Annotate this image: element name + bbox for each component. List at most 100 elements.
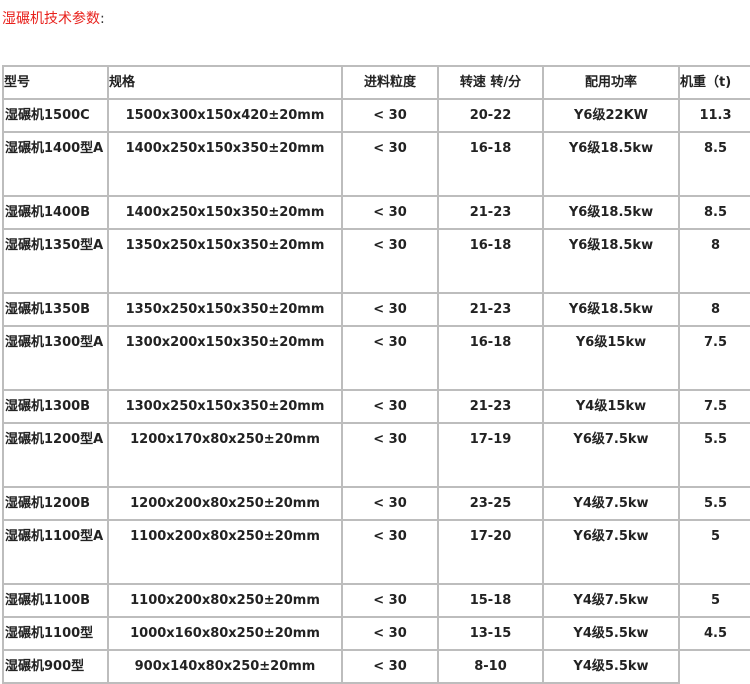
- power-cell: Y4级5.5kw: [542, 649, 680, 684]
- feed-cell: < 30: [341, 583, 439, 618]
- spec-cell: 1400x250x150x350±20mm: [107, 131, 343, 197]
- speed-cell: 16-18: [437, 228, 544, 294]
- power-cell: Y6级18.5kw: [542, 195, 680, 230]
- spec-cell: 1300x250x150x350±20mm: [107, 389, 343, 424]
- speed-cell: 8-10: [437, 649, 544, 684]
- weight-cell: 4.5: [678, 616, 750, 651]
- speed-cell: 16-18: [437, 131, 544, 197]
- table-row: 湿碾机1300B 1300x250x150x350±20mm < 30 21-23 Y4…: [2, 389, 750, 424]
- power-cell: Y4级7.5kw: [542, 486, 680, 521]
- table-row: 湿碾机1350型A 1350x250x150x350±20mm < 30 16-18 Y…: [2, 228, 750, 294]
- spec-cell: 1000x160x80x250±20mm: [107, 616, 343, 651]
- header-power: 配用功率: [542, 65, 680, 100]
- weight-cell: 7.5: [678, 389, 750, 424]
- model-cell: 湿碾机1100型: [2, 616, 109, 651]
- weight-cell: 5.5: [678, 486, 750, 521]
- speed-cell: 16-18: [437, 325, 544, 391]
- speed-cell: 23-25: [437, 486, 544, 521]
- table-row: 湿碾机900型 900x140x80x250±20mm < 30 8-10 Y4级5.5…: [2, 649, 750, 684]
- feed-cell: < 30: [341, 519, 439, 585]
- speed-cell: 20-22: [437, 98, 544, 133]
- feed-cell: < 30: [341, 292, 439, 327]
- power-cell: Y6级18.5kw: [542, 131, 680, 197]
- feed-cell: < 30: [341, 649, 439, 684]
- model-cell: 湿碾机1500C: [2, 98, 109, 133]
- feed-cell: < 30: [341, 422, 439, 488]
- model-cell: 湿碾机1200B: [2, 486, 109, 521]
- feed-cell: < 30: [341, 228, 439, 294]
- feed-cell: < 30: [341, 195, 439, 230]
- model-cell: 湿碾机1100型A: [2, 519, 109, 585]
- speed-cell: 21-23: [437, 389, 544, 424]
- weight-cell: 5: [678, 519, 750, 585]
- table-row: 湿碾机1350B 1350x250x150x350±20mm < 30 21-23 Y6…: [2, 292, 750, 327]
- header-weight: 机重（t): [678, 65, 750, 100]
- power-cell: Y6级15kw: [542, 325, 680, 391]
- weight-cell: 8: [678, 292, 750, 327]
- power-cell: Y6级7.5kw: [542, 422, 680, 488]
- model-cell: 湿碾机1100B: [2, 583, 109, 618]
- table-header-row: 型号 规格 进料粒度 转速 转/分 配用功率 机重（t): [2, 65, 750, 100]
- spec-cell: 1200x170x80x250±20mm: [107, 422, 343, 488]
- title-text: 湿碾机技术参数: [2, 11, 100, 27]
- power-cell: Y6级7.5kw: [542, 519, 680, 585]
- model-cell: 湿碾机1300型A: [2, 325, 109, 391]
- table-row: 湿碾机1100型A 1100x200x80x250±20mm < 30 17-20 Y6…: [2, 519, 750, 585]
- spec-table: 型号 规格 进料粒度 转速 转/分 配用功率 机重（t) 湿碾机1500C 150…: [2, 65, 750, 684]
- spec-cell: 1350x250x150x350±20mm: [107, 292, 343, 327]
- weight-cell: 8: [678, 228, 750, 294]
- weight-cell: 8.5: [678, 195, 750, 230]
- model-cell: 湿碾机1200型A: [2, 422, 109, 488]
- spec-cell: 1500x300x150x420±20mm: [107, 98, 343, 133]
- spec-cell: 900x140x80x250±20mm: [107, 649, 343, 684]
- weight-cell: [678, 649, 750, 683]
- title-colon: :: [100, 11, 105, 27]
- table-row: 湿碾机1200B 1200x200x80x250±20mm < 30 23-25 Y4级…: [2, 486, 750, 521]
- speed-cell: 21-23: [437, 292, 544, 327]
- table-row: 湿碾机1400B 1400x250x150x350±20mm < 30 21-23 Y6…: [2, 195, 750, 230]
- weight-cell: 5: [678, 583, 750, 618]
- table-row: 湿碾机1500C 1500x300x150x420±20mm < 30 20-22 Y6…: [2, 98, 750, 133]
- feed-cell: < 30: [341, 98, 439, 133]
- model-cell: 湿碾机1400型A: [2, 131, 109, 197]
- spec-cell: 1400x250x150x350±20mm: [107, 195, 343, 230]
- page-title: 湿碾机技术参数:: [2, 8, 105, 28]
- feed-cell: < 30: [341, 616, 439, 651]
- table-row: 湿碾机1100B 1100x200x80x250±20mm < 30 15-18 Y4级…: [2, 583, 750, 618]
- weight-cell: 8.5: [678, 131, 750, 197]
- feed-cell: < 30: [341, 389, 439, 424]
- speed-cell: 17-19: [437, 422, 544, 488]
- table-row: 湿碾机1200型A 1200x170x80x250±20mm < 30 17-19 Y6…: [2, 422, 750, 488]
- spec-cell: 1100x200x80x250±20mm: [107, 519, 343, 585]
- spec-cell: 1200x200x80x250±20mm: [107, 486, 343, 521]
- spec-cell: 1350x250x150x350±20mm: [107, 228, 343, 294]
- feed-cell: < 30: [341, 131, 439, 197]
- power-cell: Y6级18.5kw: [542, 228, 680, 294]
- table-row: 湿碾机1400型A 1400x250x150x350±20mm < 30 16-18 Y…: [2, 131, 750, 197]
- weight-cell: 5.5: [678, 422, 750, 488]
- speed-cell: 15-18: [437, 583, 544, 618]
- header-model: 型号: [2, 65, 109, 100]
- power-cell: Y4级5.5kw: [542, 616, 680, 651]
- power-cell: Y4级7.5kw: [542, 583, 680, 618]
- spec-cell: 1300x200x150x350±20mm: [107, 325, 343, 391]
- speed-cell: 17-20: [437, 519, 544, 585]
- power-cell: Y4级15kw: [542, 389, 680, 424]
- table-row: 湿碾机1300型A 1300x200x150x350±20mm < 30 16-18 Y…: [2, 325, 750, 391]
- model-cell: 湿碾机1400B: [2, 195, 109, 230]
- header-feed: 进料粒度: [341, 65, 439, 100]
- power-cell: Y6级18.5kw: [542, 292, 680, 327]
- header-spec: 规格: [107, 65, 343, 100]
- model-cell: 湿碾机1300B: [2, 389, 109, 424]
- model-cell: 湿碾机900型: [2, 649, 109, 684]
- weight-cell: 11.3: [678, 98, 750, 133]
- feed-cell: < 30: [341, 325, 439, 391]
- header-speed: 转速 转/分: [437, 65, 544, 100]
- power-cell: Y6级22KW: [542, 98, 680, 133]
- feed-cell: < 30: [341, 486, 439, 521]
- table-row: 湿碾机1100型 1000x160x80x250±20mm < 30 13-15 Y4级…: [2, 616, 750, 651]
- speed-cell: 13-15: [437, 616, 544, 651]
- model-cell: 湿碾机1350B: [2, 292, 109, 327]
- speed-cell: 21-23: [437, 195, 544, 230]
- spec-cell: 1100x200x80x250±20mm: [107, 583, 343, 618]
